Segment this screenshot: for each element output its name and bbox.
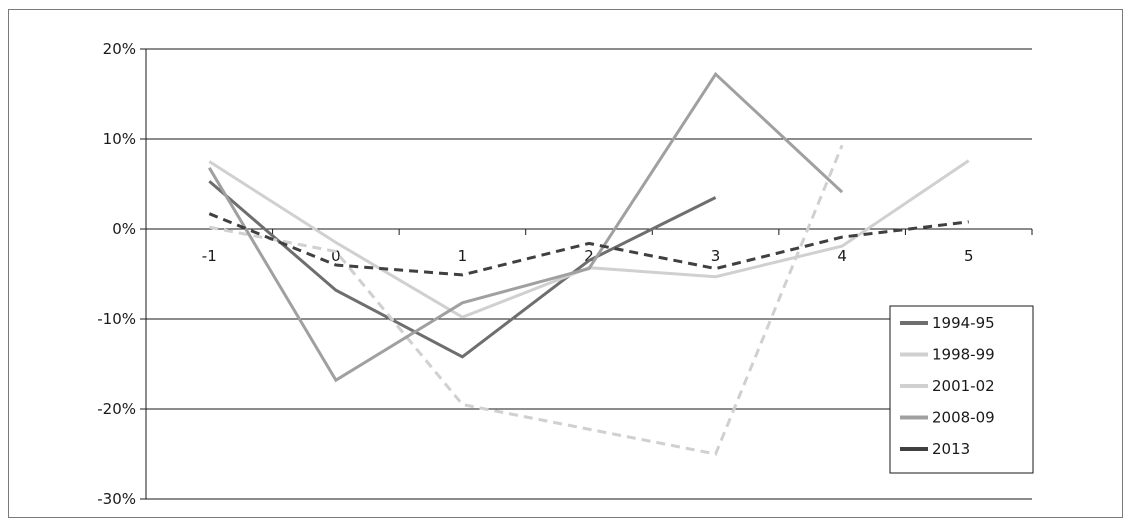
y-tick-label: -10%	[97, 310, 136, 328]
y-tick-label: 10%	[103, 130, 136, 148]
legend-box	[889, 305, 1034, 474]
series-line-2013	[208, 212, 969, 277]
x-tick-label: 5	[964, 247, 974, 265]
x-tick-label: 1	[458, 247, 468, 265]
series-line-1994-95	[208, 180, 717, 359]
y-tick-label: -30%	[97, 490, 136, 508]
series-line-1998-99	[208, 159, 970, 319]
legend: 1994-95 1998-99 2001-02 2008-09 2013	[889, 305, 1034, 474]
series-lines	[208, 71, 970, 456]
legend-label-1994-95: 1994-95	[932, 314, 995, 332]
y-tick-label: 20%	[103, 40, 136, 58]
x-tick-label: -1	[202, 247, 217, 265]
legend-label-2008-09: 2008-09	[932, 409, 995, 427]
grid-lines	[146, 48, 1032, 500]
legend-label-1998-99: 1998-99	[932, 346, 995, 364]
x-tick-label: 3	[711, 247, 721, 265]
axes: 20% 10% 0% -10% -20% -30% -1 0 1 2 3 4 5	[97, 40, 1033, 508]
x-tick-label: 4	[837, 247, 847, 265]
x-tick-label: 2	[584, 247, 594, 265]
y-tick-label: 0%	[112, 220, 136, 238]
series-line-2008-09	[208, 71, 844, 383]
legend-label-2001-02: 2001-02	[932, 377, 995, 395]
x-tick-label: 0	[331, 247, 341, 265]
series-line-2001-02	[209, 144, 844, 456]
y-tick-label: -20%	[97, 400, 136, 418]
legend-label-2013: 2013	[932, 440, 970, 458]
